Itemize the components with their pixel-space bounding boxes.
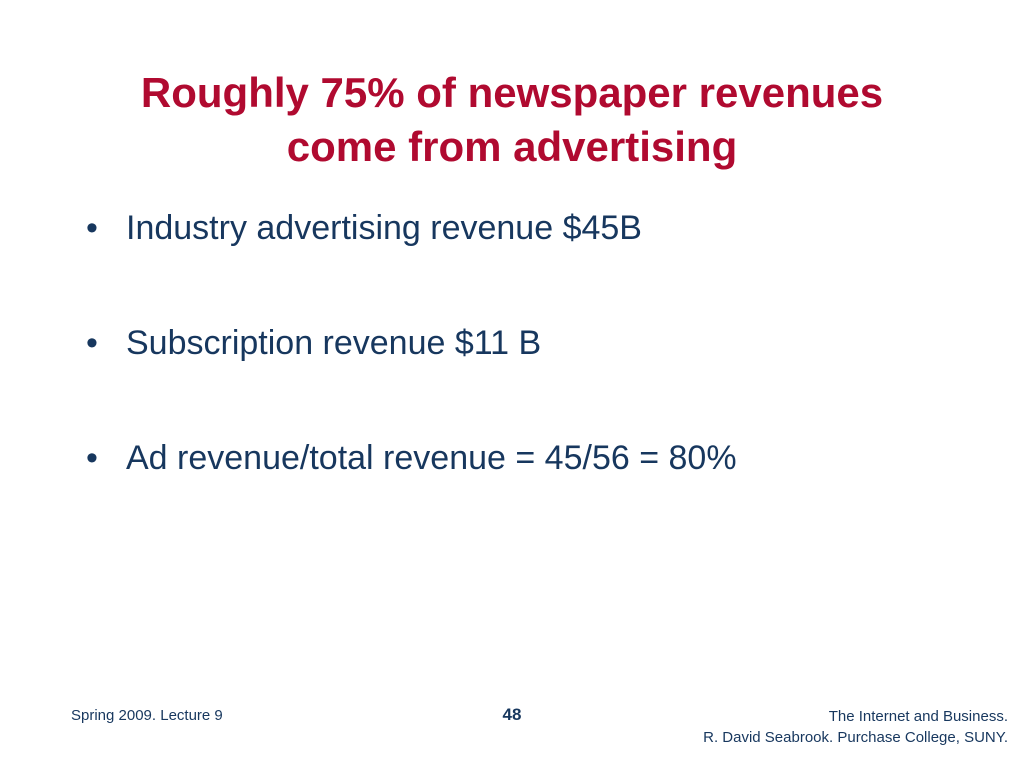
slide-title: Roughly 75% of newspaper revenues come f… — [60, 66, 964, 174]
page-number: 48 — [502, 705, 522, 724]
footer-attribution: The Internet and Business. R. David Seab… — [703, 706, 1008, 748]
footer-attribution-line-1: The Internet and Business. — [828, 708, 1008, 725]
bullet-text: Industry advertising revenue $45B — [126, 209, 642, 247]
bullet-marker: • — [86, 324, 98, 362]
footer-course-info: Spring 2009. Lecture 9 — [71, 707, 223, 724]
bullet-marker: • — [86, 209, 98, 247]
bullet-text: Subscription revenue $11 B — [126, 324, 542, 362]
title-line-1: Roughly 75% of newspaper revenues — [140, 69, 884, 116]
footer-attribution-line-2: R. David Seabrook. Purchase College, SUN… — [703, 729, 1008, 746]
bullet-marker: • — [86, 439, 98, 477]
bullet-item: • Industry advertising revenue $45B — [86, 202, 966, 254]
bullet-list: • Industry advertising revenue $45B • Su… — [86, 202, 966, 547]
bullet-item: • Subscription revenue $11 B — [86, 317, 966, 369]
title-line-2: come from advertising — [286, 123, 738, 170]
bullet-text: Ad revenue/total revenue = 45/56 = 80% — [126, 439, 737, 477]
bullet-item: • Ad revenue/total revenue = 45/56 = 80% — [86, 432, 966, 484]
